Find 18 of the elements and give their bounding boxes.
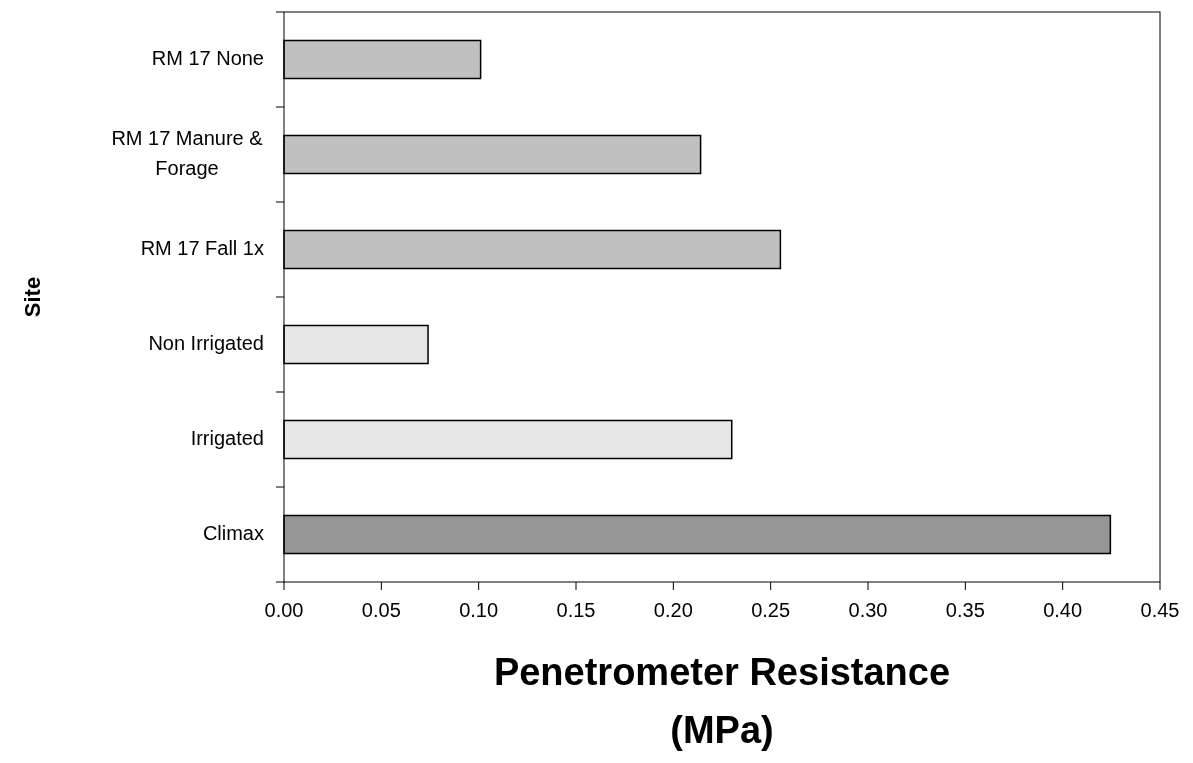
- x-tick-label: 0.35: [945, 599, 985, 621]
- x-tick-label: 0.05: [361, 599, 401, 621]
- x-axis-title: Penetrometer Resistance (MPa): [493, 651, 951, 751]
- y-tick-label: RM 17 Manure & Forage: [111, 126, 264, 179]
- y-axis-title: Site: [20, 276, 45, 318]
- y-tick-label: RM 17 None: [151, 46, 264, 69]
- y-tick-label: Climax: [202, 521, 264, 544]
- x-tick-label: 0.45: [1140, 599, 1180, 621]
- x-tick-label: 0.30: [848, 599, 888, 621]
- x-tick-label: 0.40: [1043, 599, 1083, 621]
- y-tick-label: Non Irrigated: [148, 331, 264, 354]
- y-tick-label: RM 17 Fall 1x: [140, 236, 264, 259]
- x-tick-label: 0.20: [653, 599, 693, 621]
- x-tick-label: 0.00: [264, 599, 304, 621]
- x-tick-label: 0.15: [556, 599, 596, 621]
- y-tick-label: Irrigated: [190, 426, 264, 449]
- x-tick-label: 0.10: [459, 599, 499, 621]
- x-tick-label: 0.25: [751, 599, 791, 621]
